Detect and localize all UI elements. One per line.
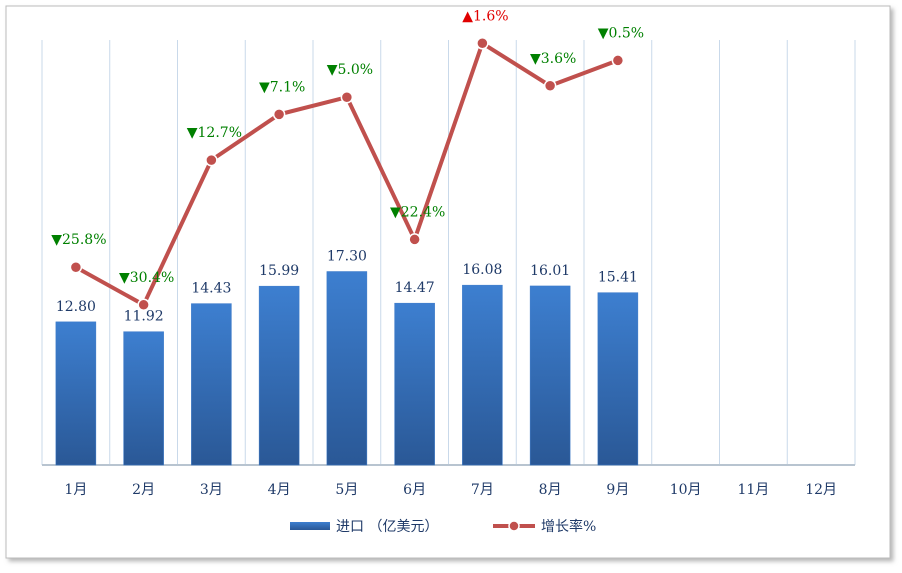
bar (597, 292, 639, 466)
growth-value-label: ▼22.4% (390, 204, 445, 220)
x-tick-label: 6月 (403, 482, 426, 498)
growth-marker (205, 153, 218, 167)
x-tick-label: 5月 (335, 482, 358, 498)
growth-value-label: ▼3.6% (530, 51, 576, 67)
bar-value-label: 15.99 (259, 263, 299, 279)
bar (529, 285, 571, 466)
bar (326, 271, 368, 466)
growth-marker (611, 54, 625, 67)
bar-value-label: 14.43 (191, 281, 231, 297)
bar (462, 284, 503, 466)
bar (123, 331, 164, 466)
growth-value-label: ▼0.5% (598, 25, 644, 41)
bar-value-label: 14.47 (395, 280, 435, 296)
bar (394, 302, 435, 466)
growth-value-label: ▼25.8% (51, 232, 106, 248)
bar (55, 321, 97, 466)
growth-marker (137, 298, 150, 312)
growth-value-label: ▲1.6% (462, 8, 508, 24)
legend-swatch (508, 520, 520, 532)
bar-value-label: 17.30 (327, 249, 367, 265)
growth-value-label: ▼5.0% (327, 62, 373, 78)
growth-value-label: ▼30.4% (119, 270, 174, 286)
growth-value-label: ▼12.7% (187, 125, 242, 141)
bar-value-label: 12.80 (56, 299, 96, 315)
legend-label: 进口 （亿美元） (336, 519, 438, 535)
growth-marker (272, 108, 286, 121)
bar (191, 303, 232, 466)
bar-value-label: 16.08 (462, 262, 502, 278)
bar-value-label: 11.92 (124, 309, 164, 325)
bar-value-label: 16.01 (530, 263, 570, 279)
growth-marker (340, 90, 354, 104)
legend-label: 增长率% (541, 518, 596, 535)
x-tick-label: 10月 (670, 482, 702, 498)
legend-swatch (290, 522, 330, 530)
x-tick-label: 8月 (539, 482, 562, 498)
growth-marker (476, 37, 489, 50)
x-tick-label: 9月 (606, 482, 629, 498)
x-tick-label: 12月 (805, 482, 837, 498)
growth-marker (408, 233, 421, 246)
x-tick-label: 2月 (132, 482, 155, 498)
bar (258, 285, 300, 466)
x-tick-label: 3月 (200, 482, 223, 498)
x-tick-label: 1月 (64, 482, 87, 498)
growth-marker (69, 260, 83, 274)
x-tick-label: 4月 (268, 482, 291, 498)
x-tick-label: 11月 (737, 482, 769, 498)
bar-value-label: 15.41 (598, 270, 638, 286)
x-tick-label: 7月 (471, 482, 494, 498)
growth-value-label: ▼7.1% (259, 79, 305, 95)
growth-marker (543, 79, 557, 93)
